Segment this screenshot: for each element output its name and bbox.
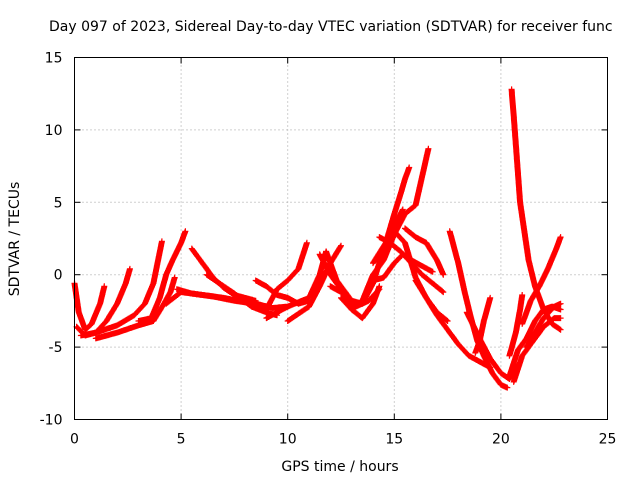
series-arc-22	[402, 225, 447, 278]
y-tick-label: -5	[49, 340, 63, 356]
series-arc-23	[412, 277, 494, 371]
series-arc-5	[135, 228, 189, 324]
series-arc-21	[380, 228, 451, 324]
y-tick-label: 15	[45, 51, 63, 67]
data-series	[71, 86, 564, 391]
x-tick-label: 25	[599, 432, 617, 448]
series-markers	[370, 164, 413, 267]
y-tick-label: 5	[54, 195, 63, 211]
x-tick-label: 15	[385, 432, 403, 448]
y-tick-label: -10	[40, 413, 63, 429]
x-tick-label: 10	[279, 432, 297, 448]
x-tick-label: 0	[70, 432, 79, 448]
series-arc-9	[203, 271, 280, 319]
series-arc-4	[92, 274, 178, 342]
series-arc-32	[506, 292, 526, 359]
series-arc-30	[519, 234, 564, 327]
x-tick-labels: 0 5 10 15 20 25	[70, 432, 616, 448]
series-markers	[263, 239, 310, 313]
series-markers	[380, 228, 451, 324]
series-arc-26	[472, 294, 494, 356]
series-arc-29	[508, 86, 564, 333]
x-axis-label: GPS time / hours	[281, 459, 398, 475]
series-markers	[412, 277, 494, 371]
series-markers	[402, 225, 447, 278]
series-markers	[77, 238, 165, 339]
series-markers	[135, 228, 189, 324]
series-arc-19	[370, 164, 413, 267]
series-markers	[203, 271, 280, 319]
series-arc-31	[523, 300, 564, 351]
y-axis-label: SDTVAR / TECUs	[7, 182, 23, 297]
y-tick-label: 10	[45, 123, 63, 139]
y-tick-labels: -10 -5 0 5 10 15	[40, 51, 63, 429]
series-markers	[472, 294, 494, 356]
series-arc-11	[263, 239, 310, 313]
chart-title: Day 097 of 2023, Sidereal Day-to-day VTE…	[49, 19, 613, 35]
series-markers	[508, 86, 564, 333]
series-markers	[506, 292, 526, 359]
series-markers	[523, 300, 564, 351]
plot-frame	[74, 57, 608, 420]
series-markers	[519, 234, 564, 327]
axis-ticks	[74, 57, 608, 420]
series-arc-3	[77, 238, 165, 339]
x-tick-label: 5	[177, 432, 186, 448]
series-markers	[92, 274, 178, 342]
y-tick-label: 0	[54, 268, 63, 284]
x-tick-label: 20	[492, 432, 510, 448]
